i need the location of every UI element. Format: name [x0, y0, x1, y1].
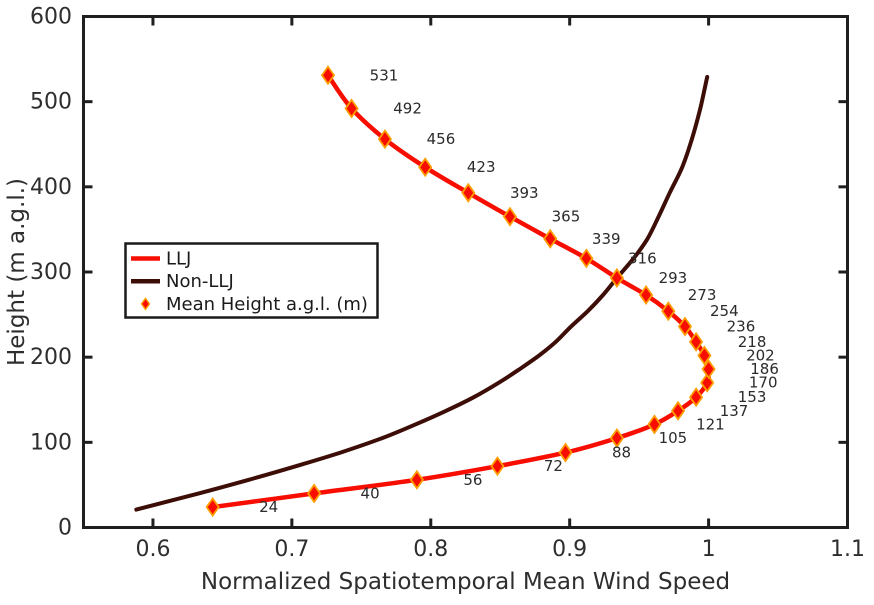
mean-height-marker — [638, 284, 654, 306]
point-height-label: 236 — [727, 318, 756, 336]
plot-box — [82, 15, 849, 529]
point-height-label: 121 — [696, 415, 725, 433]
mean-height-marker — [502, 206, 518, 227]
point-height-label: 202 — [746, 346, 775, 364]
x-tick-label: 0.6 — [135, 537, 170, 562]
mean-height-marker — [670, 400, 686, 421]
point-height-label: 365 — [552, 208, 581, 226]
mean-height-marker — [490, 456, 505, 477]
mean-height-marker — [409, 469, 424, 490]
point-height-label: 254 — [710, 302, 739, 320]
point-height-label: 531 — [370, 66, 399, 84]
mean-height-marker — [697, 345, 712, 366]
x-axis-label: Normalized Spatiotemporal Mean Wind Spee… — [201, 569, 730, 595]
mean-height-marker — [418, 157, 433, 178]
mean-height-marker — [661, 301, 676, 322]
point-height-label: 339 — [592, 230, 621, 248]
point-height-label: 273 — [688, 286, 717, 304]
point-height-label: 137 — [720, 402, 749, 420]
mean-height-marker — [609, 267, 625, 289]
point-height-label: 40 — [361, 484, 380, 502]
x-tick-label: 1 — [702, 537, 716, 562]
point-height-label: 316 — [628, 249, 657, 267]
mean-height-marker — [579, 248, 594, 269]
y-tick-label: 200 — [30, 345, 72, 370]
x-tick-label: 0.9 — [552, 537, 587, 562]
mean-height-marker — [543, 228, 558, 249]
mean-height-marker — [306, 483, 322, 504]
point-height-label: 105 — [659, 429, 688, 447]
x-tick-label: 0.8 — [413, 537, 448, 562]
point-height-label: 186 — [750, 360, 779, 378]
mean-height-marker — [461, 182, 476, 203]
series-line-non-llj — [134, 75, 710, 512]
y-tick-label: 600 — [30, 5, 72, 30]
mean-height-marker — [688, 331, 704, 352]
mean-height-marker — [609, 428, 625, 449]
y-tick-label: 400 — [30, 175, 72, 200]
mean-height-marker — [205, 496, 220, 518]
y-axis-label: Height (m a.g.l.) — [4, 178, 30, 366]
point-height-label: 456 — [427, 130, 456, 148]
point-height-label: 393 — [510, 184, 539, 202]
mean-height-marker — [700, 372, 715, 393]
x-tick-label: 1.1 — [830, 537, 865, 562]
point-height-label: 24 — [259, 498, 278, 516]
point-height-label: 423 — [467, 158, 496, 176]
x-tick-label: 0.7 — [274, 537, 309, 562]
point-height-label: 153 — [738, 388, 767, 406]
legend-item-label: LLJ — [166, 249, 191, 270]
point-height-label: 293 — [659, 269, 688, 287]
point-height-label: 170 — [749, 374, 778, 392]
mean-height-marker — [377, 129, 393, 150]
point-height-label: 492 — [393, 99, 422, 117]
legend-item-label: Mean Height a.g.l. (m) — [166, 294, 368, 315]
y-tick-label: 0 — [58, 516, 72, 541]
mean-height-marker — [320, 65, 336, 86]
mean-height-marker — [677, 316, 693, 337]
point-height-label: 56 — [463, 471, 482, 489]
mean-height-marker — [647, 414, 662, 435]
legend-box — [124, 242, 379, 319]
point-height-label: 72 — [544, 457, 563, 475]
y-tick-label: 300 — [30, 260, 72, 285]
legend-item-label: Non-LLJ — [166, 271, 234, 292]
y-tick-label: 500 — [30, 90, 72, 115]
mean-height-marker — [701, 359, 716, 380]
point-height-label: 218 — [738, 333, 767, 351]
mean-height-marker — [558, 442, 573, 463]
legend-swatch-diamond — [140, 297, 151, 311]
mean-height-marker — [688, 387, 704, 408]
point-height-label: 88 — [612, 444, 631, 462]
y-tick-label: 100 — [30, 430, 72, 455]
mean-height-marker — [344, 98, 359, 119]
